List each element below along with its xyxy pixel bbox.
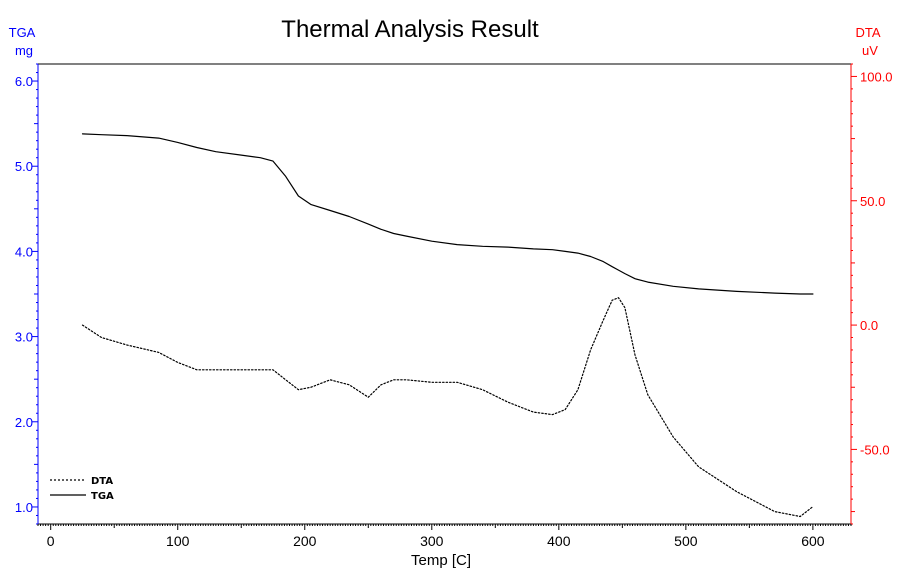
series-tga-line — [83, 134, 813, 294]
right-axis-tick-label-50: 50.0 — [860, 194, 885, 209]
plot-frame — [38, 64, 851, 524]
right-axis: -50.0 0.0 50.0 100.0 — [851, 64, 893, 524]
x-axis-tick-label-500: 500 — [674, 533, 698, 549]
legend-dta-label: DTA — [91, 476, 113, 487]
left-axis-tick-label-2: 2.0 — [15, 415, 33, 430]
left-axis-tick-label-1: 1.0 — [15, 500, 33, 515]
x-axis-tick-label-400: 400 — [547, 533, 571, 549]
right-axis-tick-label--50: -50.0 — [860, 442, 890, 457]
left-axis-label-line2: mg — [15, 43, 33, 58]
x-axis-label: Temp [C] — [411, 552, 471, 569]
series-dta-line — [83, 298, 813, 517]
left-axis: 1.0 2.0 3.0 4.0 5.0 6.0 — [15, 64, 38, 524]
x-axis-tick-label-600: 600 — [801, 533, 825, 549]
x-axis: 0 100 200 300 400 500 600 — [38, 524, 851, 549]
legend-tga-label: TGA — [91, 491, 114, 502]
legend: DTA TGA — [50, 476, 114, 502]
right-axis-tick-label-100: 100.0 — [860, 69, 893, 84]
right-axis-label-line2: uV — [862, 43, 878, 58]
left-axis-label-line1: TGA — [9, 25, 36, 40]
x-axis-tick-label-300: 300 — [420, 533, 444, 549]
left-axis-tick-label-3: 3.0 — [15, 330, 33, 345]
right-axis-tick-label-0: 0.0 — [860, 318, 878, 333]
x-axis-tick-label-0: 0 — [47, 533, 55, 549]
chart-title: Thermal Analysis Result — [281, 16, 539, 43]
x-axis-tick-label-100: 100 — [166, 533, 190, 549]
left-axis-tick-label-6: 6.0 — [15, 74, 33, 89]
series-layer — [83, 134, 813, 517]
right-axis-label-line1: DTA — [855, 25, 880, 40]
left-axis-tick-label-5: 5.0 — [15, 159, 33, 174]
x-axis-tick-label-200: 200 — [293, 533, 317, 549]
left-axis-tick-label-4: 4.0 — [15, 244, 33, 259]
